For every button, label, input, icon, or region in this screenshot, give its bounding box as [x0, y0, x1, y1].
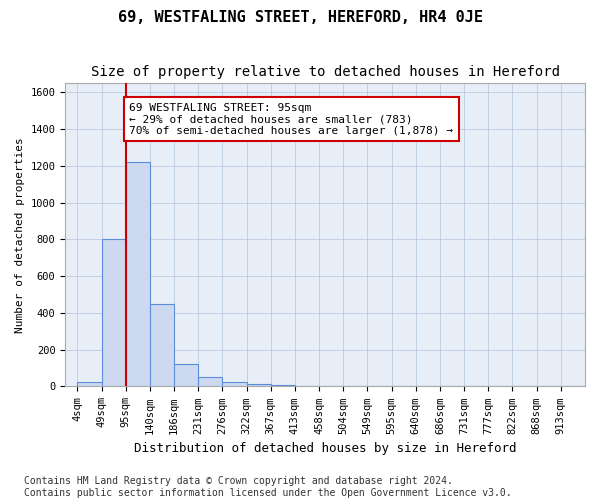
Title: Size of property relative to detached houses in Hereford: Size of property relative to detached ho…: [91, 65, 560, 79]
Bar: [101, 240, 126, 386]
Bar: [77, 382, 101, 386]
Bar: [223, 382, 247, 386]
Y-axis label: Number of detached properties: Number of detached properties: [15, 137, 25, 332]
Text: Contains HM Land Registry data © Crown copyright and database right 2024.
Contai: Contains HM Land Registry data © Crown c…: [24, 476, 512, 498]
Text: 69, WESTFALING STREET, HEREFORD, HR4 0JE: 69, WESTFALING STREET, HEREFORD, HR4 0JE: [118, 10, 482, 25]
Bar: [150, 304, 174, 386]
Text: 69 WESTFALING STREET: 95sqm
← 29% of detached houses are smaller (783)
70% of se: 69 WESTFALING STREET: 95sqm ← 29% of det…: [130, 102, 454, 136]
Bar: [271, 385, 295, 386]
X-axis label: Distribution of detached houses by size in Hereford: Distribution of detached houses by size …: [134, 442, 517, 455]
Bar: [247, 384, 271, 386]
Bar: [126, 162, 150, 386]
Bar: [198, 377, 223, 386]
Bar: [174, 364, 198, 386]
